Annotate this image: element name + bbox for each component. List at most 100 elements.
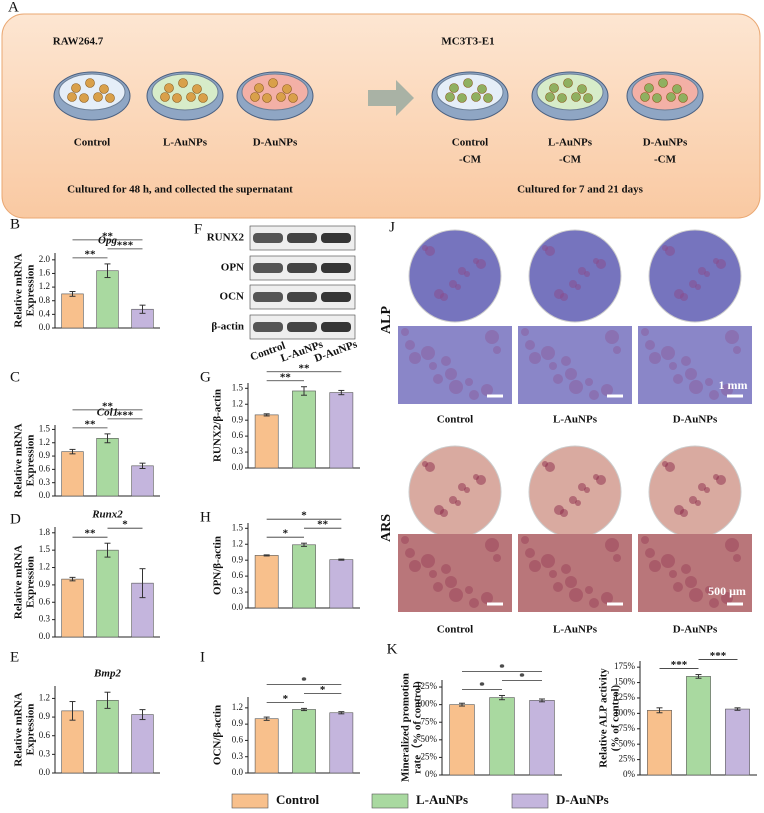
bar: [254, 555, 279, 609]
cell: [644, 83, 654, 93]
blot-band: [253, 322, 283, 332]
bar: [529, 700, 555, 776]
cell: [640, 92, 650, 102]
y-axis-label: (% of control): [610, 684, 622, 751]
y-tick-label: 1.5: [232, 382, 244, 392]
y-tick-label: 0.6: [232, 430, 244, 440]
y-tick-label: 25%: [421, 751, 438, 761]
y-tick-label: 0.4: [39, 308, 51, 318]
micro-spot: [561, 356, 571, 366]
micro-spot: [589, 390, 599, 400]
significance-label: ***: [671, 659, 688, 671]
plate-spot: [665, 462, 675, 472]
error-bar: [656, 707, 663, 714]
scale-label: 1 mm: [719, 378, 748, 392]
micro-spot: [433, 374, 443, 384]
y-axis-label: OPN/β-actin: [212, 536, 224, 595]
micro-spot: [685, 576, 697, 588]
cell: [172, 93, 182, 103]
bar: [647, 709, 672, 776]
error-bar: [301, 707, 307, 712]
significance-label: *: [122, 519, 128, 531]
error-bar: [734, 707, 741, 711]
micro-spot: [649, 560, 661, 572]
cell: [254, 83, 264, 93]
micro-spot: [689, 588, 703, 602]
plate-spot: [569, 280, 577, 288]
y-tick-label: 0.3: [39, 748, 51, 758]
micro-spot: [541, 554, 555, 568]
plate: [408, 229, 502, 323]
micro-spot: [585, 586, 593, 594]
bar: [96, 699, 119, 774]
micro-spot: [529, 560, 541, 572]
bar: [292, 390, 316, 469]
micro-spot: [601, 384, 613, 396]
plate-spot: [698, 483, 706, 491]
cell: [577, 84, 587, 94]
cell: [666, 92, 676, 102]
bar: [131, 714, 154, 774]
legend-swatch: [231, 793, 269, 809]
plate-spot: [440, 293, 448, 301]
blot-row-label: RUNX2: [207, 232, 245, 244]
plate-spot: [425, 462, 435, 472]
micro-spot: [709, 390, 719, 400]
y-axis-label: Relative mRNA: [13, 545, 25, 619]
plate-spot: [455, 500, 461, 506]
dish-label: L-AuNPs: [163, 137, 208, 149]
cell: [463, 78, 473, 88]
significance-label: *: [479, 680, 485, 692]
micro-spot: [561, 564, 571, 574]
panel-letter: I: [200, 649, 205, 665]
stain-label: ARS: [379, 514, 394, 542]
cell: [445, 92, 455, 102]
bar: [292, 709, 316, 774]
micro-spot: [445, 576, 457, 588]
significance-label: **: [85, 528, 97, 540]
group-label: D-AuNPs: [673, 624, 718, 636]
bar: [61, 578, 84, 638]
micro-spot: [553, 582, 563, 592]
plate: [528, 229, 622, 323]
error-bar: [499, 694, 505, 701]
y-tick-label: 25%: [619, 754, 636, 764]
error-bar: [104, 433, 111, 444]
bar: [96, 549, 119, 638]
y-axis-label: Expression: [25, 435, 37, 487]
dish-label: -CM: [559, 154, 582, 166]
micro-spot: [485, 330, 499, 344]
micro-spot: [681, 564, 691, 574]
plate: [408, 445, 502, 539]
bar: [131, 465, 154, 497]
plate-spot: [596, 475, 606, 485]
micro-spot: [405, 340, 415, 350]
y-tick-label: 1.5: [39, 544, 51, 554]
error-bar: [338, 558, 345, 561]
significance-label: **: [317, 519, 329, 531]
micro-spot: [641, 328, 649, 336]
y-tick-label: 0.0: [39, 322, 51, 332]
y-tick-label: 0.0: [39, 767, 51, 777]
panel-letter: G: [200, 369, 211, 385]
caption: Cultured for 48 h, and collected the sup…: [67, 184, 293, 196]
cell: [288, 93, 298, 103]
cell: [178, 78, 188, 88]
error-bar: [69, 576, 76, 582]
blot-band: [253, 292, 283, 302]
y-tick-label: 1.8: [39, 527, 51, 537]
micro-spot: [725, 538, 739, 552]
y-tick-label: 100%: [416, 699, 438, 709]
blot-band: [287, 233, 317, 243]
significance-label: *: [283, 528, 289, 540]
y-tick-label: 1.5: [39, 424, 51, 434]
micro-spot: [721, 384, 733, 396]
cell: [268, 78, 278, 88]
legend-label: L-AuNPs: [416, 792, 468, 807]
error-bar: [69, 291, 76, 297]
error-bar: [69, 701, 76, 721]
micro-spot: [441, 356, 451, 366]
plate-spot: [464, 271, 470, 277]
bar: [329, 559, 354, 609]
micro-spot: [449, 380, 463, 394]
